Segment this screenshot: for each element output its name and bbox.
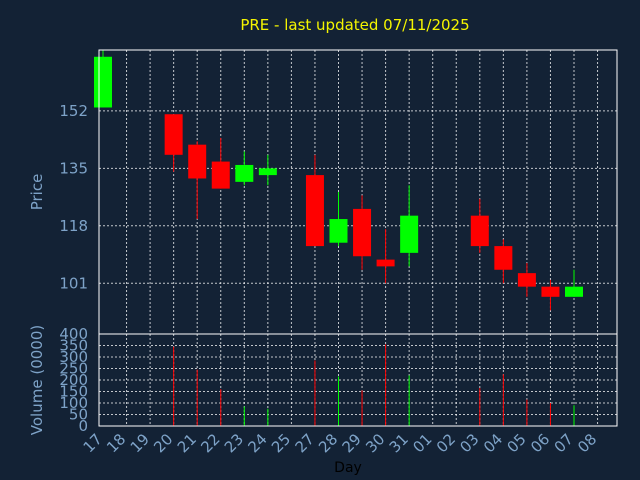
- volume-tick-label: 300: [59, 348, 88, 366]
- candle-body: [565, 286, 583, 297]
- y-axis-label: Price: [28, 174, 46, 211]
- candle-body: [353, 208, 372, 257]
- volume-tick-label: 350: [59, 337, 88, 355]
- candle-body: [94, 56, 112, 108]
- chart-title: PRE - last updated 07/11/2025: [240, 16, 469, 34]
- candle-body: [494, 246, 513, 270]
- volume-tick-label: 400: [59, 325, 88, 343]
- candle-body: [258, 168, 277, 176]
- price-tick-label: 135: [59, 159, 88, 177]
- candles: [94, 50, 583, 311]
- price-tick-label: 118: [59, 217, 88, 235]
- candle-body: [470, 215, 489, 247]
- volume-tick-label: 50: [69, 406, 88, 424]
- volume-bars: [173, 344, 575, 426]
- volume-panel-frame: [98, 333, 618, 427]
- candle-body: [188, 144, 207, 179]
- volume-tick-label: 150: [59, 383, 88, 401]
- volume-axis-label: Volume (0000): [28, 325, 46, 435]
- volume-tick-label: 0: [78, 417, 88, 435]
- candle-body: [541, 286, 560, 297]
- candle-body: [235, 164, 254, 182]
- price-tick-labels: 101 118 135 152: [59, 102, 88, 292]
- candle-body: [305, 175, 324, 247]
- volume-tick-label: 200: [59, 371, 88, 389]
- volume-tick-label: 250: [59, 360, 88, 378]
- candle-body: [164, 114, 183, 155]
- candle-body: [517, 273, 536, 287]
- candle-body: [376, 259, 395, 267]
- candle-body: [400, 215, 419, 253]
- candle-body: [329, 219, 348, 243]
- candle-body: [211, 161, 230, 189]
- volume-tick-label: 100: [59, 394, 88, 412]
- price-tick-label: 101: [59, 274, 88, 292]
- price-tick-label: 152: [59, 102, 88, 120]
- x-axis-label: Day: [334, 460, 362, 476]
